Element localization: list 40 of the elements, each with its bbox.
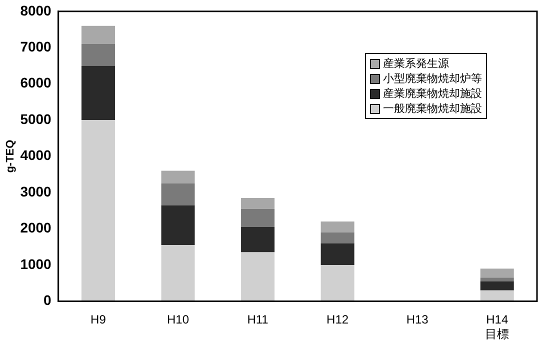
bar	[480, 281, 514, 290]
x-tick-label: H10	[167, 312, 190, 327]
bar	[241, 252, 275, 302]
bar	[320, 243, 354, 265]
x-tick-label: H9	[90, 312, 106, 327]
legend-label: 小型廃棄物焼却炉等	[383, 71, 482, 86]
bar	[320, 264, 354, 302]
bar	[161, 170, 195, 184]
bar	[81, 120, 115, 302]
y-tick-label: 0	[44, 292, 52, 308]
y-axis-title: g-TEQ	[4, 139, 17, 173]
bar	[161, 205, 195, 246]
legend-label: 産業系発生源	[383, 56, 449, 72]
bar	[241, 198, 275, 209]
legend-label: 一般廃棄物焼却施設	[383, 101, 482, 116]
x-tick-label: H14 目標	[485, 312, 510, 342]
legend-label: 産業廃棄物焼却施設	[383, 86, 482, 102]
bar	[81, 26, 115, 44]
y-tick-label: 1000	[20, 256, 52, 272]
bar	[480, 278, 514, 282]
bar	[81, 44, 115, 66]
bar	[480, 268, 514, 278]
bar	[480, 290, 514, 302]
y-tick-label: 6000	[20, 74, 52, 91]
bar	[241, 226, 275, 252]
bar	[161, 183, 195, 206]
y-tick-label: 2000	[20, 220, 52, 236]
y-tick-label: 8000	[20, 2, 52, 18]
bar	[81, 66, 115, 120]
bar	[320, 222, 354, 232]
x-tick-label: H12	[326, 312, 349, 327]
y-tick-label: 5000	[20, 110, 52, 127]
bar	[320, 232, 354, 244]
bar	[241, 208, 275, 227]
bar	[161, 245, 195, 302]
y-tick-label: 7000	[20, 38, 52, 54]
x-tick-label: H11	[247, 312, 269, 327]
y-tick-label: 3000	[20, 183, 52, 200]
x-tick-label: H13	[406, 312, 429, 327]
y-tick-label: 4000	[20, 147, 52, 164]
